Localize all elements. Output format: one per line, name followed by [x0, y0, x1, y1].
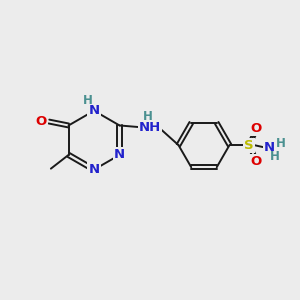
Text: NH: NH [139, 121, 161, 134]
Text: N: N [88, 163, 100, 176]
Text: N: N [88, 104, 100, 117]
Text: N: N [114, 148, 125, 161]
Text: H: H [276, 136, 286, 150]
Text: H: H [143, 110, 153, 123]
Text: H: H [83, 94, 93, 107]
Text: N: N [264, 141, 275, 154]
Text: O: O [250, 155, 262, 168]
Text: O: O [35, 115, 47, 128]
Text: H: H [270, 150, 280, 164]
Text: S: S [244, 139, 254, 152]
Text: O: O [250, 122, 262, 135]
